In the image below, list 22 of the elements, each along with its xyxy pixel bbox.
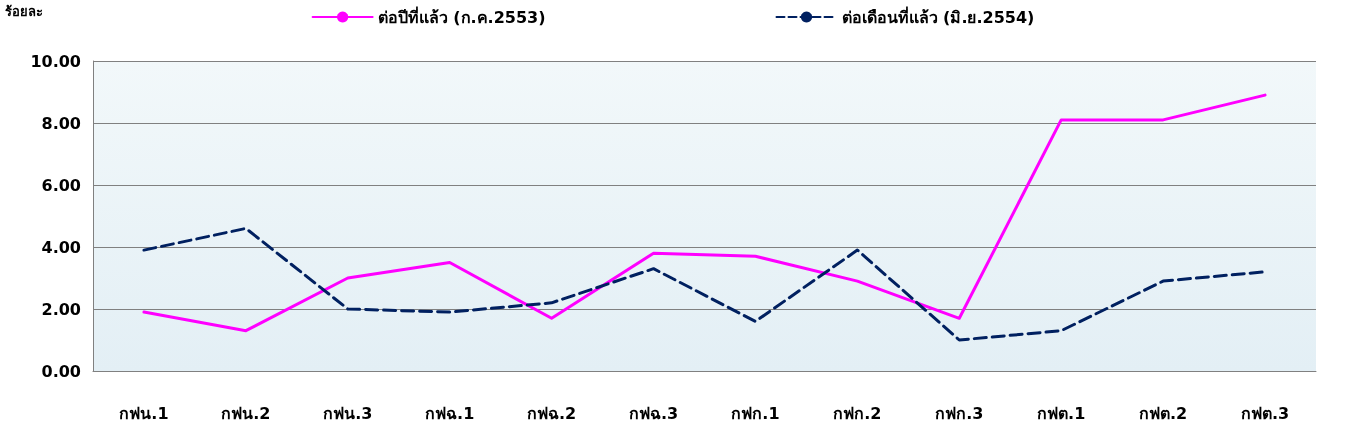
- x-tick-label: กฟก.1: [731, 403, 780, 423]
- y-tick-label: 2.00: [41, 299, 81, 319]
- x-tick-label: กฟต.3: [1240, 403, 1290, 423]
- y-tick-label: 10.00: [30, 51, 81, 71]
- x-tick-label: กฟน.3: [323, 403, 373, 423]
- x-tick-label: กฟก.2: [833, 403, 882, 423]
- y-tick-label: 0.00: [41, 361, 81, 381]
- x-tick-label: กฟฉ.1: [425, 403, 475, 423]
- x-tick-label: กฟฉ.2: [527, 403, 577, 423]
- line-series: [142, 93, 1267, 333]
- x-tick-label: กฟต.1: [1037, 403, 1086, 423]
- y-tick-label: 6.00: [41, 175, 81, 195]
- x-tick-label: กฟฉ.3: [628, 403, 679, 423]
- x-tick-label: กฟน.2: [221, 403, 271, 423]
- y-tick-label: 8.00: [41, 113, 81, 133]
- legend-label: ต่อปีที่แล้ว (ก.ค.2553): [377, 5, 546, 27]
- x-tick-label: กฟก.3: [935, 403, 984, 423]
- y-axis-title: ร้อยละ: [5, 4, 43, 19]
- legend-label: ต่อเดือนที่แล้ว (มิ.ย.2554): [841, 5, 1035, 27]
- x-tick-label: กฟน.1: [119, 403, 169, 423]
- x-tick-label: กฟต.2: [1139, 403, 1188, 423]
- y-tick-label: 4.00: [41, 237, 81, 257]
